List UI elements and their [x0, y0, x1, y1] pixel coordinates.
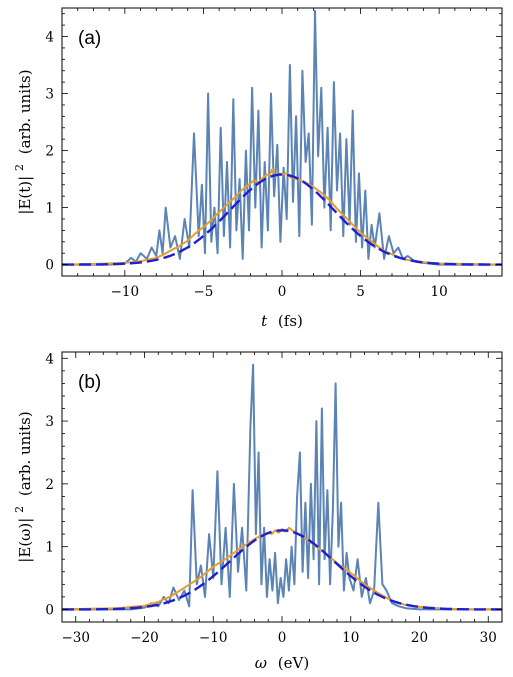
y-tick-label-b: 1 [45, 540, 54, 556]
plot-frame-a [61, 7, 503, 277]
x-axis-var-b: ω [255, 654, 267, 672]
x-tick-label-a: 5 [356, 284, 365, 300]
x-axis-unit-b: (eV) [278, 654, 309, 672]
series-b-0 [62, 363, 502, 611]
y-tick-label-a: 4 [45, 30, 54, 46]
series-a-2 [62, 173, 502, 266]
y-tick-label-b: 4 [45, 351, 54, 367]
x-axis-var-a: t [261, 312, 268, 330]
x-tick-label-b: −10 [199, 630, 228, 646]
x-axis-unit-a: (fs) [278, 312, 303, 330]
y-axis-title-b: |E(ω)| 2 (arb. units) [9, 411, 34, 562]
y-axis-exp-a: 2 [13, 164, 26, 171]
y-axis-main-a: |E(t)| [16, 176, 34, 215]
y-axis-unit-a: (arb. units) [16, 69, 34, 154]
x-tick-label-b: 0 [278, 630, 287, 646]
x-tick-label-b: −30 [62, 630, 91, 646]
x-tick-label-a: 10 [431, 284, 448, 300]
x-axis-title-a: t (fs) [261, 312, 303, 330]
panel-b: −30 −20 −10 0 10 20 30 0 1 2 3 4 (b) ω (eV) |E(ω)| … [9, 351, 503, 672]
plot-area-b [62, 363, 502, 611]
ticks-b: −30 −20 −10 0 10 20 30 0 1 2 3 4 [45, 351, 503, 646]
y-axis-main-b: |E(ω)| [16, 518, 34, 563]
x-tick-label-b: −20 [130, 630, 159, 646]
y-tick-label-a: 1 [45, 201, 54, 217]
y-tick-label-b: 3 [45, 414, 54, 430]
x-tick-label-b: 20 [411, 630, 428, 646]
series-a-0 [62, 9, 502, 266]
series-b-1 [62, 526, 502, 611]
x-tick-label-a: −5 [193, 284, 213, 300]
y-tick-label-b: 0 [45, 602, 54, 618]
y-tick-label-a: 3 [45, 87, 54, 103]
x-tick-label-b: 30 [480, 630, 497, 646]
panel-label-b: (b) [78, 372, 101, 393]
panel-label-a: (a) [78, 28, 101, 49]
x-tick-label-a: 0 [278, 284, 287, 300]
y-tick-label-b: 2 [45, 477, 54, 493]
y-axis-unit-b: (arb. units) [16, 411, 34, 496]
series-b-2 [62, 529, 502, 611]
y-tick-label-a: 0 [45, 258, 54, 274]
x-axis-title-b: ω (eV) [255, 654, 309, 672]
x-tick-label-a: −10 [111, 284, 140, 300]
ticks-a: −10 −5 0 5 10 0 1 2 3 4 [45, 8, 503, 300]
y-axis-title-a: |E(t)| 2 (arb. units) [9, 69, 34, 214]
plot-area-a [62, 9, 502, 266]
y-axis-exp-b: 2 [13, 506, 26, 513]
y-tick-label-a: 2 [45, 144, 54, 160]
panel-a: −10 −5 0 5 10 0 1 2 3 4 (a) t (fs) |E(t)| 2 (arb.… [9, 7, 503, 330]
x-tick-label-b: 10 [342, 630, 359, 646]
